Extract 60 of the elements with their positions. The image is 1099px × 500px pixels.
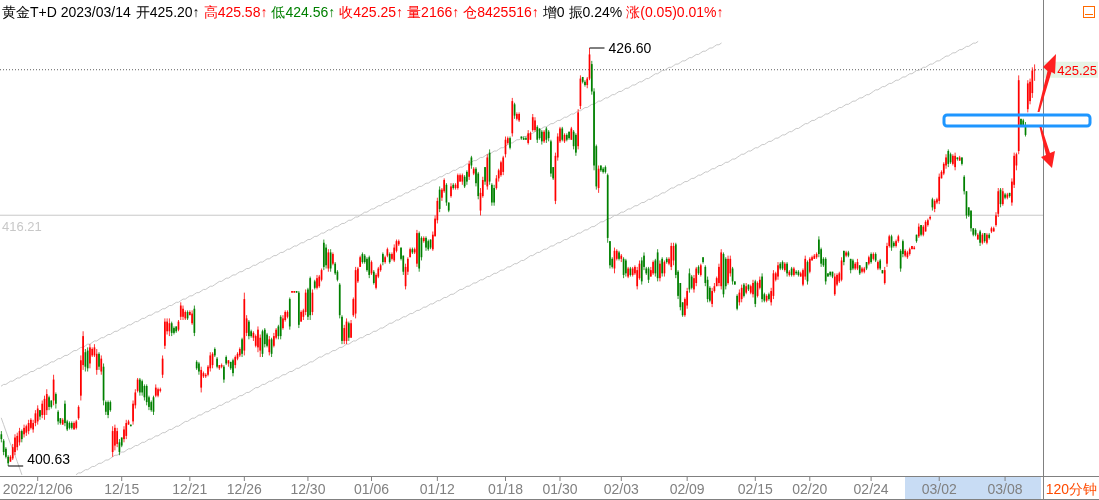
candlestick [477, 171, 480, 200]
candlestick [466, 169, 468, 186]
candlestick [325, 243, 327, 269]
candlestick [350, 319, 352, 339]
candlestick [266, 332, 268, 348]
candlestick [164, 318, 166, 350]
text: 低424.56↑ [271, 4, 336, 20]
x-tick-label: 01/18 [487, 481, 524, 497]
chart-title: 黄金T+D 2023/03/14 [2, 4, 132, 20]
candlestick [273, 332, 275, 348]
candlestick [927, 218, 929, 228]
candlestick [98, 351, 100, 371]
text: 400.63 [27, 451, 70, 467]
text: 开425.20↑ [135, 4, 200, 20]
candlestick [659, 260, 661, 282]
candlestick [39, 409, 41, 421]
x-tick-label: 01/06 [353, 481, 390, 497]
candlestick [248, 319, 250, 340]
text: 增0 [541, 4, 565, 20]
candlestick [575, 132, 577, 157]
x-tick-label: 03/08 [987, 481, 1023, 497]
candlestick [30, 417, 32, 430]
x-tick-label: 12/21 [172, 481, 208, 497]
candlestick [702, 256, 704, 265]
x-tick-label: 2022/12/06 [2, 481, 73, 497]
x-tick-label: 12/15 [104, 481, 140, 497]
candlestick [970, 210, 972, 232]
x-tick-label: 02/15 [737, 481, 774, 497]
candlestick [366, 256, 368, 273]
x-tick-label: 01/30 [542, 481, 578, 497]
candlestick [391, 252, 393, 261]
text: 426.60 [608, 40, 652, 56]
candlestick [332, 252, 334, 266]
x-tick-label: 02/03 [603, 481, 640, 497]
candlestick [282, 314, 284, 331]
text: 量2166↑ [407, 4, 460, 20]
x-tick-label: 02/24 [853, 481, 889, 497]
candlestick [736, 293, 738, 311]
x-tick-label: 12/30 [290, 481, 326, 497]
candlestick [500, 160, 502, 178]
text: 收425.25↑ [339, 4, 404, 20]
text: 振0.24% [568, 4, 623, 20]
candlestick [727, 255, 729, 285]
candlestick [711, 287, 713, 308]
x-tick-label: 03/02 [921, 481, 957, 497]
text: 高425.58↑ [203, 4, 268, 20]
candlestick [191, 309, 193, 326]
ref-line-label: 425.25 [1057, 62, 1097, 78]
x-tick-label: 01/12 [419, 481, 456, 497]
x-tick-label: 02/09 [669, 481, 705, 497]
candlestick [584, 79, 586, 88]
x-tick-label: 12/26 [226, 481, 263, 497]
candlestick [625, 258, 627, 277]
candlestick [534, 116, 536, 133]
text: 仓8425516↑ [463, 4, 539, 20]
x-tick-label: 02/20 [792, 481, 828, 497]
text: 涨(0.05)0.01%↑ [626, 4, 724, 20]
candlestick [484, 166, 486, 186]
x-axis-title: 120分钟 [1045, 481, 1097, 497]
candlestick [55, 392, 57, 409]
